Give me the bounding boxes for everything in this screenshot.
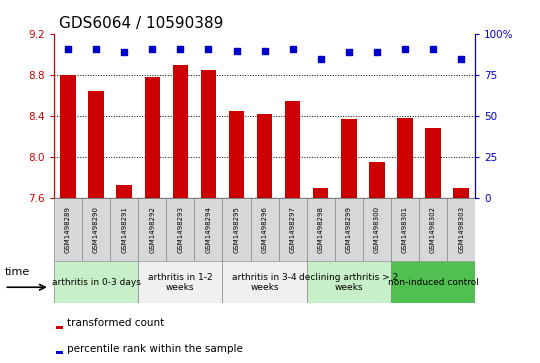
Text: GSM1498295: GSM1498295 [233, 206, 240, 253]
Text: arthritis in 3-4
weeks: arthritis in 3-4 weeks [232, 273, 297, 292]
Bar [335, 198, 363, 261]
Text: GSM1498291: GSM1498291 [121, 206, 127, 253]
Point [373, 50, 381, 56]
Point [148, 46, 157, 52]
Bar [369, 162, 384, 198]
Bar [222, 198, 251, 261]
Text: GSM1498296: GSM1498296 [261, 206, 268, 253]
Bar [145, 77, 160, 198]
Point [120, 50, 129, 56]
Text: GSM1498290: GSM1498290 [93, 206, 99, 253]
Text: declining arthritis > 2
weeks: declining arthritis > 2 weeks [299, 273, 399, 292]
Text: arthritis in 0-3 days: arthritis in 0-3 days [52, 278, 140, 287]
Bar [313, 188, 328, 198]
Bar [229, 111, 244, 198]
Bar [397, 118, 413, 198]
Bar [201, 70, 216, 198]
Bar [60, 75, 76, 198]
Bar [454, 188, 469, 198]
Bar [341, 119, 356, 198]
Point [204, 46, 213, 52]
Bar [173, 65, 188, 198]
Bar [56, 351, 63, 354]
Bar [391, 198, 419, 261]
Text: arthritis in 1-2
weeks: arthritis in 1-2 weeks [148, 273, 213, 292]
Bar [138, 261, 222, 303]
Bar [166, 198, 194, 261]
Bar [54, 261, 138, 303]
Bar [391, 261, 475, 303]
Bar [363, 198, 391, 261]
Text: GSM1498303: GSM1498303 [458, 206, 464, 253]
Bar [279, 198, 307, 261]
Point [401, 46, 409, 52]
Text: GSM1498289: GSM1498289 [65, 206, 71, 253]
Text: time: time [4, 267, 30, 277]
Bar [56, 326, 63, 329]
Text: GSM1498299: GSM1498299 [346, 206, 352, 253]
Point [429, 46, 437, 52]
Point [316, 56, 325, 62]
Text: GDS6064 / 10590389: GDS6064 / 10590389 [59, 16, 224, 31]
Bar [419, 198, 447, 261]
Bar [138, 198, 166, 261]
Bar [285, 101, 300, 198]
Text: GSM1498302: GSM1498302 [430, 206, 436, 253]
Bar [89, 91, 104, 198]
Text: non-induced control: non-induced control [388, 278, 478, 287]
Point [260, 48, 269, 54]
Text: GSM1498300: GSM1498300 [374, 206, 380, 253]
Point [64, 46, 72, 52]
Bar [307, 198, 335, 261]
Text: GSM1498297: GSM1498297 [289, 206, 296, 253]
Text: transformed count: transformed count [68, 318, 165, 328]
Bar [194, 198, 222, 261]
Point [232, 48, 241, 54]
Bar [54, 198, 82, 261]
Point [457, 56, 465, 62]
Bar [82, 198, 110, 261]
Text: GSM1498301: GSM1498301 [402, 206, 408, 253]
Point [176, 46, 185, 52]
Text: GSM1498294: GSM1498294 [205, 206, 212, 253]
Bar [426, 129, 441, 198]
Bar [251, 198, 279, 261]
Bar [447, 198, 475, 261]
Bar [110, 198, 138, 261]
Text: GSM1498293: GSM1498293 [177, 206, 184, 253]
Bar [117, 184, 132, 198]
Bar [222, 261, 307, 303]
Text: GSM1498292: GSM1498292 [149, 206, 156, 253]
Bar [257, 114, 272, 198]
Point [288, 46, 297, 52]
Bar [307, 261, 391, 303]
Point [345, 50, 353, 56]
Text: GSM1498298: GSM1498298 [318, 206, 324, 253]
Text: percentile rank within the sample: percentile rank within the sample [68, 343, 244, 354]
Point [92, 46, 100, 52]
